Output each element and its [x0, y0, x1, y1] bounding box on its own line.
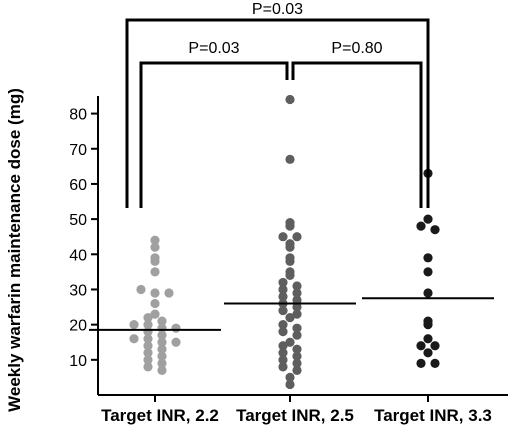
data-point: [416, 221, 426, 231]
data-point: [285, 154, 295, 164]
y-tick-label: 40: [69, 247, 87, 264]
data-point: [150, 242, 160, 252]
data-point: [292, 309, 302, 319]
data-point: [143, 334, 153, 344]
data-point: [278, 284, 288, 295]
data-point: [157, 358, 167, 368]
p-value-label: P=0.03: [252, 1, 303, 18]
data-point: [150, 298, 160, 309]
data-point: [278, 341, 288, 351]
data-point: [292, 302, 302, 312]
x-category-label: Target INR, 2.2: [101, 406, 219, 425]
data-point: [285, 218, 295, 228]
data-point: [292, 365, 302, 375]
data-point: [143, 313, 153, 323]
comparison-brackets: P=0.03 P=0.03 P=0.80: [125, 1, 430, 208]
data-point: [292, 344, 302, 354]
data-point: [278, 348, 288, 358]
data-point: [285, 239, 295, 249]
data-point: [157, 337, 167, 347]
data-point: [285, 337, 295, 347]
y-tick-label: 30: [69, 282, 87, 299]
data-point: [150, 288, 160, 298]
data-point: [143, 341, 153, 351]
data-point: [285, 94, 295, 105]
data-point: [143, 355, 153, 365]
y-axis-title: Weekly warfarin maintenance dose (mg): [5, 88, 24, 412]
data-point: [150, 267, 160, 277]
data-point: [157, 316, 167, 326]
data-point: [285, 267, 295, 277]
data-point: [150, 253, 160, 263]
data-point: [430, 225, 440, 235]
y-tick-label: 50: [69, 212, 87, 229]
data-point: [285, 253, 295, 263]
y-tick-label: 60: [69, 177, 87, 194]
data-point: [278, 277, 288, 288]
bracket-outer: [125, 18, 430, 208]
data-point: [285, 372, 295, 383]
y-tick-label: 10: [69, 353, 87, 370]
data-point: [129, 334, 139, 344]
data-point: [423, 267, 433, 277]
data-point: [292, 295, 302, 305]
data-point: [292, 232, 302, 242]
data-point: [157, 365, 167, 375]
data-point: [416, 358, 426, 368]
data-point: [423, 348, 433, 358]
data-point: [423, 253, 433, 263]
data-point: [278, 305, 288, 316]
data-point: [423, 288, 433, 298]
data-point: [292, 358, 302, 368]
data-point: [143, 320, 153, 330]
data-point: [292, 351, 302, 361]
bracket-left: [139, 61, 289, 208]
data-point: [292, 288, 302, 298]
data-point: [423, 316, 433, 326]
data-point: [423, 214, 433, 224]
data-point: [278, 232, 288, 242]
data-point: [164, 288, 174, 298]
y-tick-label: 20: [69, 318, 87, 335]
data-point: [292, 330, 302, 340]
data-points: [129, 94, 440, 390]
data-point: [171, 323, 181, 333]
data-point: [143, 362, 153, 372]
data-point: [129, 320, 139, 330]
median-lines: [89, 297, 494, 331]
data-point: [157, 344, 167, 354]
data-point: [416, 341, 426, 351]
p-value-label: P=0.80: [331, 40, 382, 57]
data-point: [430, 341, 440, 351]
data-point: [285, 313, 295, 323]
data-point: [157, 330, 167, 340]
x-category-label: Target INR, 3.3: [374, 406, 492, 425]
data-point: [278, 291, 288, 302]
data-point: [292, 323, 302, 333]
data-point: [150, 235, 160, 245]
data-point: [292, 281, 302, 291]
p-value-label: P=0.03: [188, 40, 239, 57]
data-point: [278, 355, 288, 365]
data-point: [430, 358, 440, 368]
y-axis: 10 20 30 40 50 60 70 80: [69, 96, 99, 395]
y-tick-label: 70: [69, 142, 87, 159]
bracket-right: [291, 61, 423, 208]
data-point: [171, 337, 181, 347]
x-axis: Target INR, 2.2 Target INR, 2.5 Target INR…: [98, 394, 508, 425]
data-point: [143, 348, 153, 358]
data-point: [278, 320, 288, 330]
data-point: [150, 309, 160, 319]
data-point: [278, 327, 288, 337]
data-point: [278, 362, 288, 372]
data-point: [136, 284, 146, 295]
data-point: [423, 334, 433, 344]
x-category-label: Target INR, 2.5: [236, 406, 354, 425]
data-point: [157, 351, 167, 361]
data-point: [285, 379, 295, 390]
y-tick-label: 80: [69, 107, 87, 124]
